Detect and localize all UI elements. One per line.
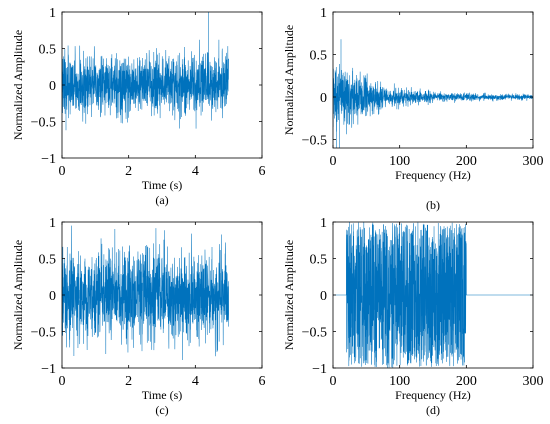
- y-axis-label-c: Normalized Amplitude: [11, 240, 25, 350]
- x-tick-label-c: 2: [125, 374, 132, 389]
- y-axis-label-b: Normalized Amplitude: [282, 25, 296, 135]
- caption-b: (b): [426, 198, 440, 212]
- x-axis-label-a: Time (s): [142, 178, 183, 192]
- x-tick-label-a: 0: [59, 164, 66, 179]
- series-line-c: [62, 225, 229, 361]
- x-tick-label-a: 4: [192, 164, 199, 179]
- x-axis-label-b: Frequency (Hz): [395, 168, 471, 182]
- y-tick-label-b: 1: [320, 6, 327, 21]
- x-tick-label-c: 4: [192, 374, 199, 389]
- y-tick-label-c: −0.5: [31, 326, 56, 341]
- x-tick-label-d: 100: [389, 374, 410, 389]
- series-line-d: [333, 222, 533, 368]
- y-tick-label-c: −1: [41, 362, 56, 377]
- caption-d: (d): [426, 403, 440, 417]
- y-tick-label-b: −0.5: [302, 134, 327, 149]
- x-tick-label-b: 0: [330, 154, 337, 169]
- y-tick-label-d: 0.5: [310, 253, 328, 268]
- plot-frame-b: [332, 11, 534, 149]
- x-tick-label-d: 0: [330, 374, 337, 389]
- y-tick-label-d: 0: [320, 289, 327, 304]
- panel-c: 0 2 4 6 −1 −0.5 0 0.5 1 Time (s) Normalized Amplit…: [11, 216, 266, 417]
- y-tick-label-a: 1: [49, 6, 56, 21]
- y-tick-label-b: 0: [320, 91, 327, 106]
- caption-a: (a): [155, 193, 168, 207]
- y-tick-label-d: −1: [312, 362, 327, 377]
- y-tick-label-a: 0: [49, 79, 56, 94]
- y-axis-label-d: Normalized Amplitude: [282, 240, 296, 350]
- y-tick-label-c: 0: [49, 289, 56, 304]
- x-axis-label-c: Time (s): [142, 388, 183, 402]
- x-tick-label-d: 200: [456, 374, 477, 389]
- y-axis-label-a: Normalized Amplitude: [11, 30, 25, 140]
- y-tick-label-a: −0.5: [31, 116, 56, 131]
- x-tick-label-c: 0: [59, 374, 66, 389]
- x-tick-label-d: 300: [523, 374, 544, 389]
- x-tick-label-a: 6: [259, 164, 266, 179]
- series-line-a: [62, 12, 229, 131]
- y-tick-label-c: 1: [49, 216, 56, 231]
- panel-d: 0 100 200 300 −1 −0.5 0 0.5 1 Frequency (Hz) Norma…: [282, 216, 544, 417]
- x-tick-label-b: 300: [523, 154, 544, 169]
- x-tick-label-a: 2: [125, 164, 132, 179]
- y-tick-label-d: 1: [320, 216, 327, 231]
- y-tick-label-a: −1: [41, 152, 56, 167]
- x-tick-label-b: 100: [389, 154, 410, 169]
- x-tick-label-b: 200: [456, 154, 477, 169]
- panel-a: 0 2 4 6 −1 −0.5 0 0.5 1 Time (s) Normalized Amplit…: [11, 6, 266, 207]
- y-tick-label-d: −0.5: [302, 326, 327, 341]
- series-line-b: [333, 39, 533, 148]
- y-tick-label-c: 0.5: [39, 253, 57, 268]
- y-tick-label-b: 0.5: [310, 49, 328, 64]
- x-axis-label-d: Frequency (Hz): [395, 388, 471, 402]
- caption-c: (c): [155, 403, 168, 417]
- x-tick-label-c: 6: [259, 374, 266, 389]
- y-tick-label-a: 0.5: [39, 43, 57, 58]
